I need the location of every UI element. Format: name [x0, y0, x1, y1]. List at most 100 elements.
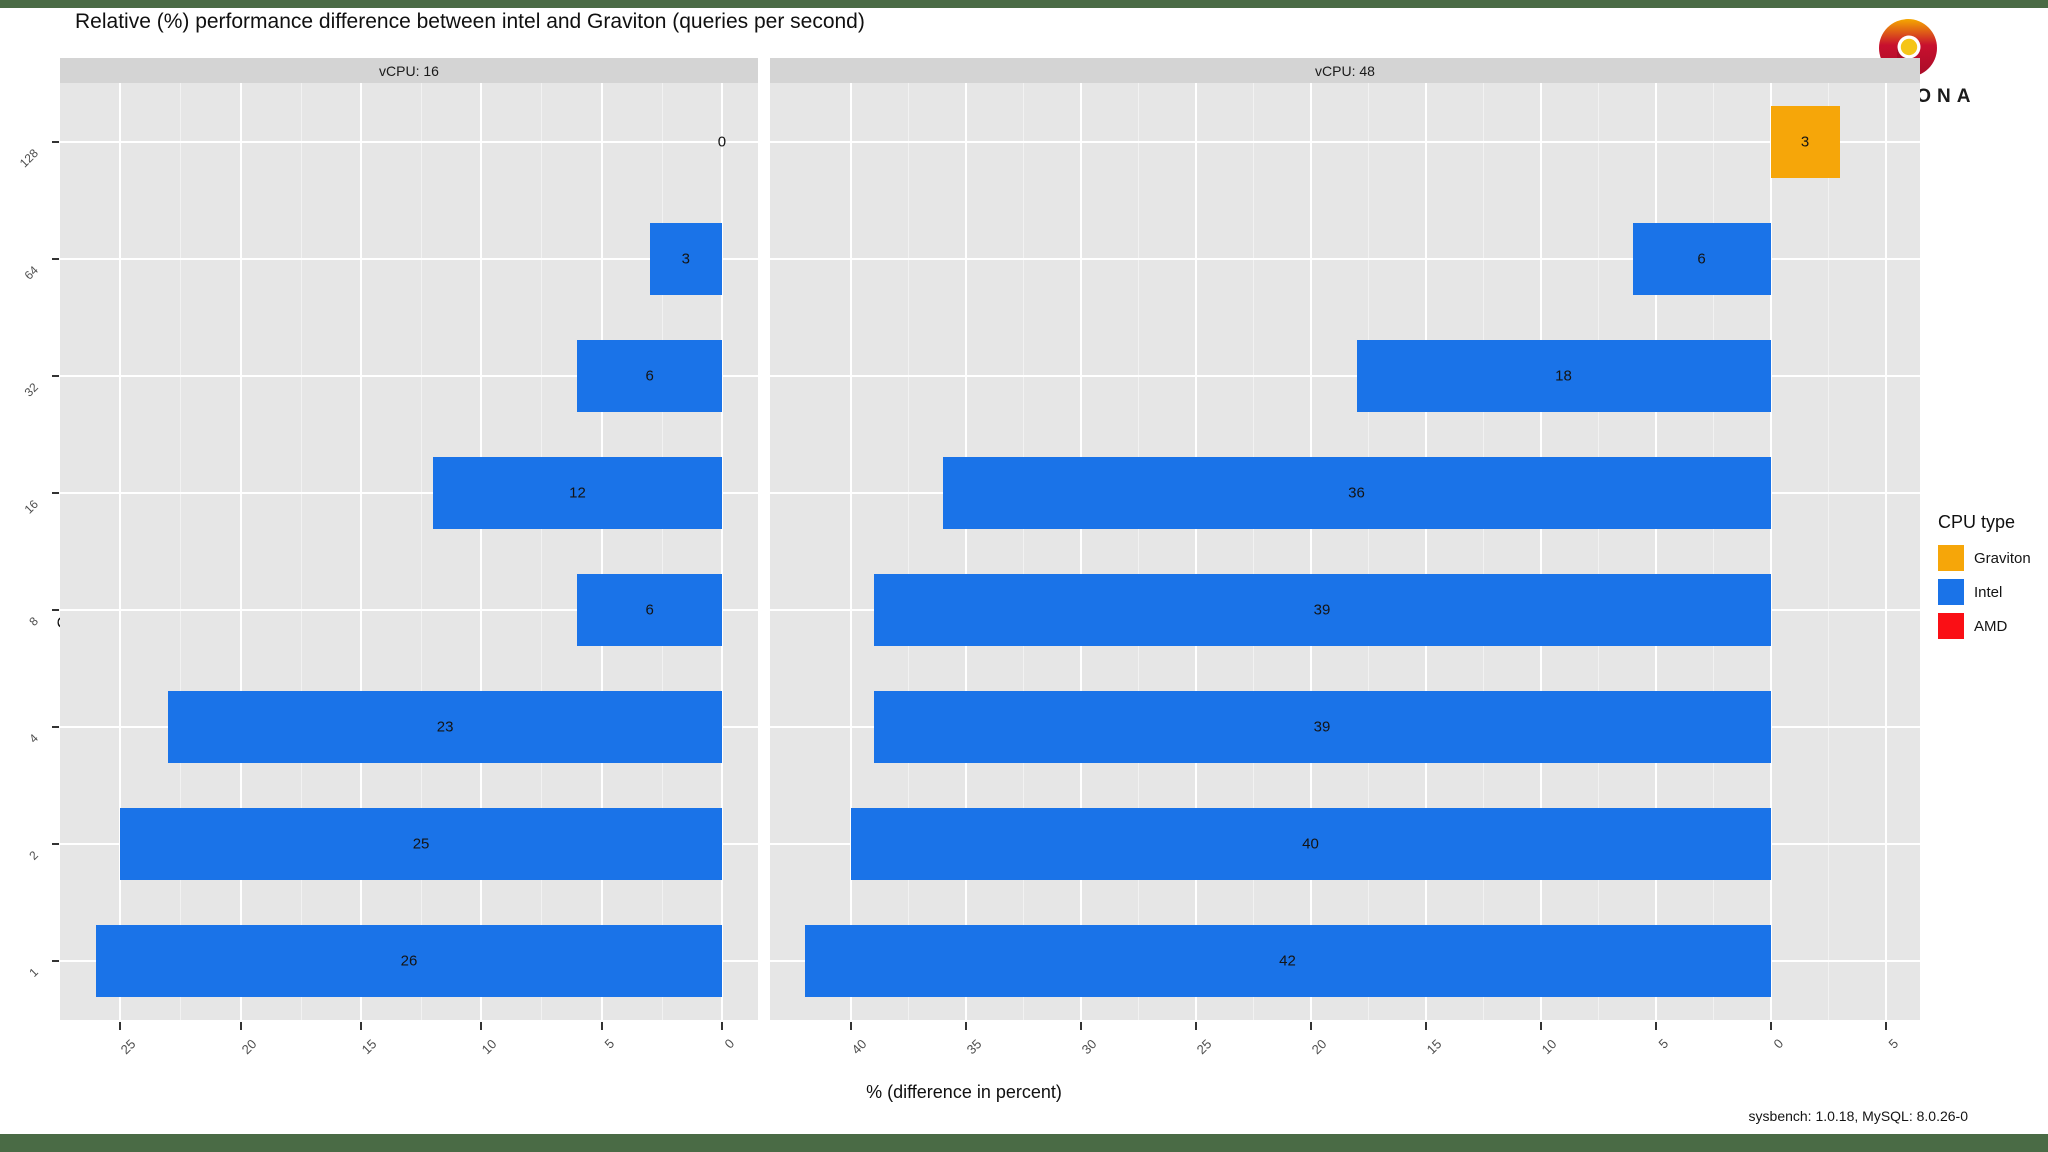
legend-swatch [1938, 545, 1964, 571]
gridline-horizontal [770, 140, 1920, 143]
bar [1632, 222, 1771, 295]
bar-value-label: 40 [1302, 835, 1319, 853]
facet-strip-label: vCPU: 16 [60, 58, 758, 83]
y-tick-mark [52, 960, 59, 963]
gridline-vertical [1424, 83, 1427, 1020]
plot-area: vCPU: 16 0 3 6 12 6 23 25 26 vCPU: 48 3 6 18 36 39 3… [60, 58, 1920, 1020]
x-tick-mark [239, 1022, 242, 1030]
x-tick-label: 15 [1423, 1036, 1444, 1058]
y-tick-label: 16 [21, 497, 41, 517]
x-tick-mark [964, 1022, 967, 1030]
gridline-vertical [1654, 83, 1657, 1020]
bar [804, 925, 1771, 998]
x-tick-mark [1539, 1022, 1542, 1030]
legend-item[interactable]: Graviton [1938, 545, 2031, 571]
bar [873, 691, 1771, 764]
legend-item-label: Intel [1974, 583, 2003, 601]
y-tick-mark [52, 374, 59, 377]
bar [873, 574, 1771, 647]
footnote: sysbench: 1.0.18, MySQL: 8.0.26-0 [1748, 1108, 1968, 1124]
legend-swatch [1938, 579, 1964, 605]
y-tick-label: 32 [21, 379, 41, 400]
legend-item[interactable]: AMD [1938, 613, 2031, 639]
x-tick-label: 5 [1885, 1035, 1901, 1052]
gridline-vertical [1309, 83, 1312, 1020]
bar [1356, 339, 1771, 412]
bar [120, 808, 722, 881]
x-tick-mark [600, 1022, 603, 1030]
x-tick-mark [359, 1022, 362, 1030]
gridline-horizontal [60, 491, 758, 494]
x-tick-mark [119, 1022, 122, 1030]
bar [168, 691, 722, 764]
y-tick-label: 128 [16, 145, 41, 170]
top-accent-band [0, 0, 2048, 8]
page-title: Relative (%) performance difference betw… [75, 10, 865, 33]
legend-item-label: AMD [1974, 617, 2008, 635]
gridline-horizontal [60, 374, 758, 377]
gridline-vertical [239, 83, 242, 1020]
x-tick-mark [720, 1022, 723, 1030]
bar-value-label: 36 [1348, 484, 1365, 502]
legend-items: Graviton Intel AMD [1938, 545, 2031, 639]
bar-value-label: 23 [436, 718, 454, 736]
bar [577, 574, 722, 647]
gridline-horizontal [60, 257, 758, 260]
x-tick-mark [1769, 1022, 1772, 1030]
legend-title: CPU type [1938, 512, 2016, 532]
x-tick-label: 25 [1193, 1036, 1214, 1058]
gridline-vertical [720, 83, 723, 1020]
gridline-vertical [849, 83, 852, 1020]
y-tick-mark [52, 140, 59, 143]
gridline-vertical [964, 83, 967, 1020]
gridline-vertical-minor [421, 83, 423, 1020]
facet-vcpu-16: vCPU: 16 0 3 6 12 6 23 25 26 [60, 58, 758, 1020]
x-tick-mark [1654, 1022, 1657, 1030]
x-tick-label: 30 [1078, 1036, 1099, 1058]
gridline-vertical [480, 83, 483, 1020]
y-tick-label: 2 [26, 848, 41, 864]
x-tick-label: 0 [1770, 1035, 1786, 1052]
x-tick-mark [1884, 1022, 1887, 1030]
bar [433, 456, 722, 529]
x-tick-label: 10 [478, 1036, 500, 1058]
gridline-vertical-minor [180, 83, 182, 1020]
gridline-vertical-minor [1483, 83, 1484, 1020]
gridline-vertical-minor [1828, 83, 1829, 1020]
y-tick-mark [52, 257, 59, 260]
bar-value-label: 0 [717, 133, 727, 151]
bar [942, 456, 1771, 529]
bar-value-label: 39 [1313, 601, 1331, 619]
legend-item-label: Graviton [1974, 549, 2031, 567]
gridline-vertical [1194, 83, 1197, 1020]
bar-value-label: 6 [645, 601, 654, 619]
y-tick-label: 4 [26, 731, 41, 746]
panel-vcpu-48: 3 6 18 36 39 39 40 42 [770, 83, 1920, 1020]
y-tick-mark [52, 726, 59, 729]
bar-value-label: 3 [681, 250, 690, 268]
x-tick-mark [849, 1022, 852, 1030]
bar [96, 925, 722, 998]
bar-value-label: 3 [1800, 133, 1810, 151]
gridline-vertical-minor [908, 83, 909, 1020]
gridline-vertical [600, 83, 603, 1020]
y-tick-mark [52, 843, 59, 846]
gridline-horizontal [770, 374, 1920, 377]
gridline-vertical [1079, 83, 1082, 1020]
y-tick-mark [52, 609, 59, 612]
bar-value-label: 26 [400, 952, 418, 970]
legend-item[interactable]: Intel [1938, 579, 2031, 605]
x-tick-mark [1424, 1022, 1427, 1030]
y-tick-label: 1 [26, 965, 41, 981]
gridline-vertical-minor [1253, 83, 1254, 1020]
gridline-vertical-minor [661, 83, 663, 1020]
y-tick-mark [52, 491, 59, 494]
facet-strip-label: vCPU: 48 [770, 58, 1920, 83]
x-tick-label: 10 [1538, 1036, 1559, 1058]
gridline-vertical-minor [541, 83, 543, 1020]
gridline-vertical [1769, 83, 1772, 1020]
x-tick-mark [1079, 1022, 1082, 1030]
gridline-horizontal [770, 257, 1920, 260]
x-tick-label: 0 [721, 1035, 738, 1052]
x-tick-label: 25 [117, 1036, 139, 1058]
